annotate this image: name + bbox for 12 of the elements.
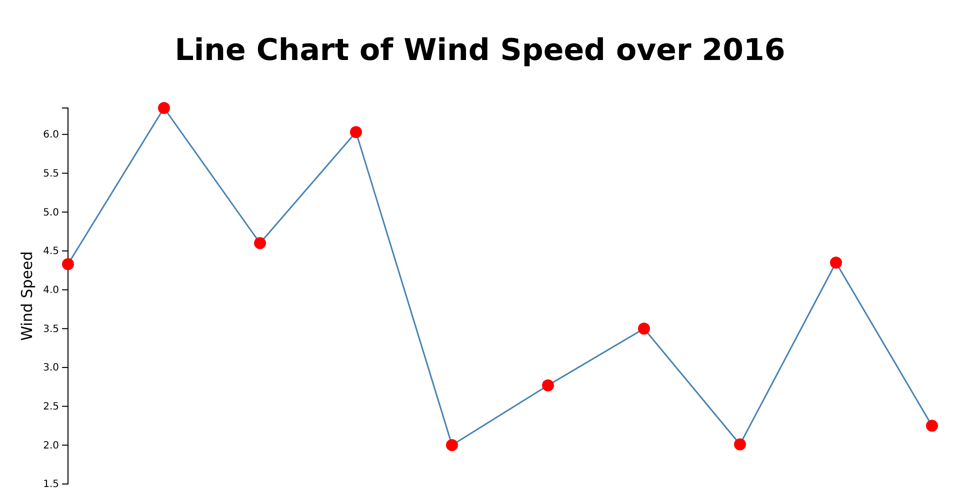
- y-axis-title: Wind Speed: [18, 251, 36, 341]
- y-tick-label: 2.0: [43, 440, 59, 452]
- y-tick-label: 5.5: [43, 168, 59, 180]
- y-tick-label: 3.0: [43, 362, 59, 374]
- y-tick-label: 5.0: [43, 207, 59, 218]
- y-tick-label: 2.5: [43, 402, 59, 413]
- y-tick-label: 1.5: [43, 479, 59, 490]
- y-tick-label: 4.5: [43, 246, 59, 258]
- y-tick-label: 6.0: [43, 130, 59, 141]
- y-tick-label: 4.0: [43, 284, 59, 296]
- chart-title: Line Chart of Wind Speed over 2016: [174, 33, 786, 68]
- y-tick-label: 3.5: [43, 324, 59, 335]
